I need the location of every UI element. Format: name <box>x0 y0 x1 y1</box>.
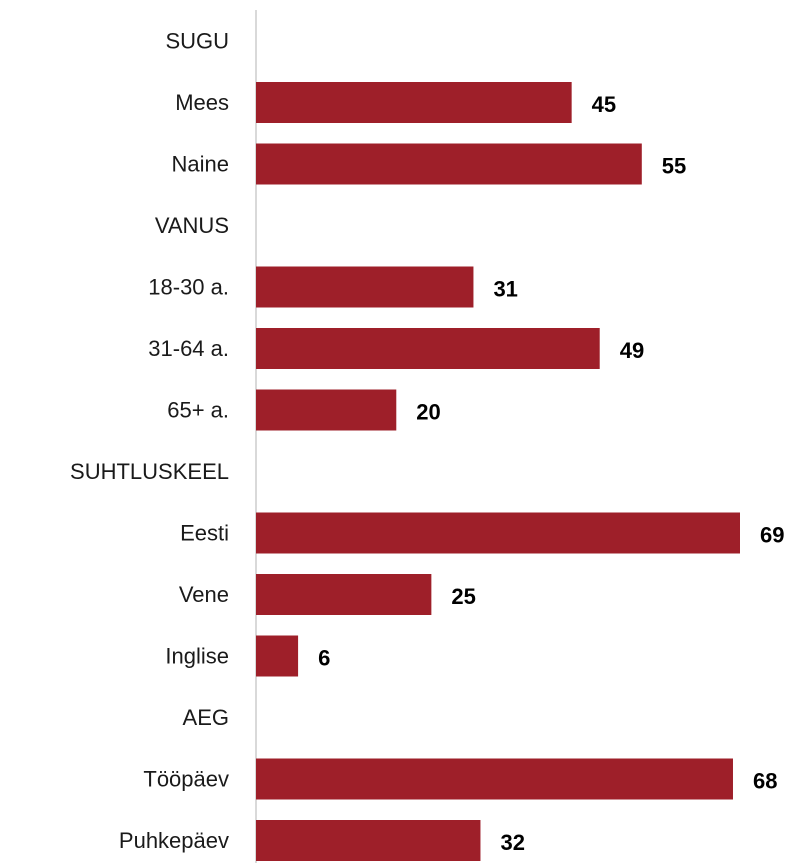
bar <box>256 574 432 615</box>
category-label: Naine <box>172 152 229 177</box>
bar <box>256 143 642 185</box>
data-label: 69 <box>760 523 784 548</box>
data-label: 31 <box>493 277 517 302</box>
bar <box>256 512 740 554</box>
data-label: 55 <box>662 154 686 179</box>
data-label: 32 <box>500 830 524 855</box>
bar <box>256 635 299 677</box>
data-label: 68 <box>753 769 777 794</box>
category-label: 65+ a. <box>167 398 229 423</box>
category-label: SUGU <box>165 29 229 54</box>
data-label: 45 <box>592 92 616 117</box>
category-label: Tööpäev <box>143 767 229 792</box>
bar <box>256 328 600 369</box>
data-label: 25 <box>451 584 475 609</box>
category-label: 31-64 a. <box>148 336 229 361</box>
bar <box>256 820 481 861</box>
bar <box>256 82 572 123</box>
bar <box>256 389 397 431</box>
category-label: Puhkepäev <box>119 828 229 853</box>
category-label: Inglise <box>165 644 229 669</box>
category-label: Vene <box>179 582 229 607</box>
category-label: 18-30 a. <box>148 275 229 300</box>
data-label: 6 <box>318 646 330 671</box>
category-label: SUHTLUSKEEL <box>70 459 229 484</box>
bar <box>256 266 474 308</box>
data-label: 20 <box>416 400 440 425</box>
data-label: 49 <box>620 338 644 363</box>
category-label: VANUS <box>155 213 229 238</box>
category-label: AEG <box>183 705 229 730</box>
category-label: Eesti <box>180 521 229 546</box>
category-label: Mees <box>175 90 229 115</box>
bar <box>256 758 733 800</box>
